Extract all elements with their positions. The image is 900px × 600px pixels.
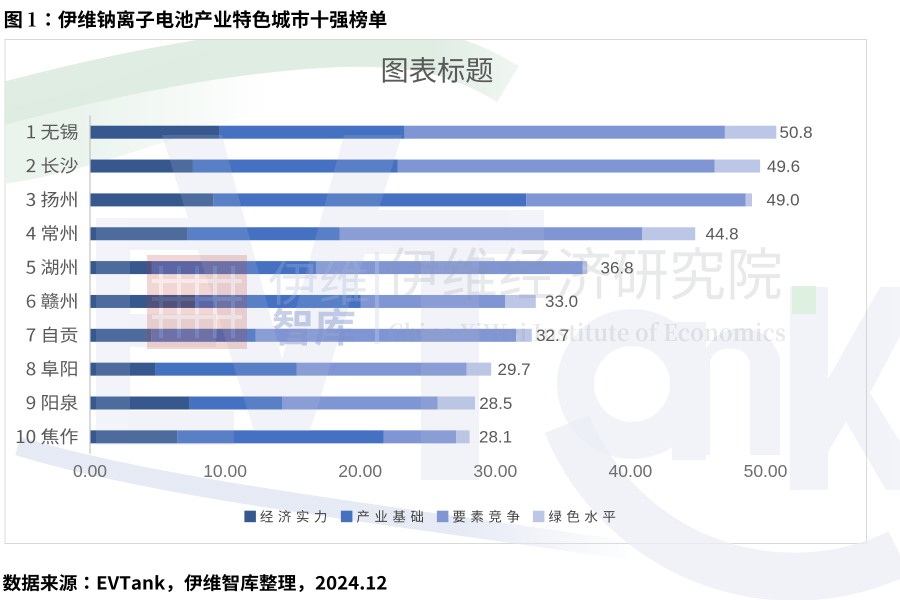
svg-text:50.8: 50.8 [780, 123, 813, 142]
svg-text:33.0: 33.0 [545, 292, 578, 311]
svg-text:20.00: 20.00 [338, 461, 382, 481]
svg-text:36.8: 36.8 [601, 258, 634, 277]
svg-text:28.5: 28.5 [479, 394, 512, 413]
svg-text:49.6: 49.6 [767, 157, 800, 176]
svg-text:29.7: 29.7 [498, 360, 531, 379]
svg-text:28.1: 28.1 [479, 428, 512, 447]
svg-text:0.00: 0.00 [73, 461, 107, 481]
svg-text:32.7: 32.7 [536, 326, 569, 345]
svg-text:50.00: 50.00 [744, 461, 788, 481]
svg-text:30.00: 30.00 [473, 461, 517, 481]
svg-text:10.00: 10.00 [203, 461, 247, 481]
svg-text:40.00: 40.00 [609, 461, 653, 481]
svg-text:49.0: 49.0 [767, 191, 800, 210]
svg-text:44.8: 44.8 [706, 225, 739, 244]
